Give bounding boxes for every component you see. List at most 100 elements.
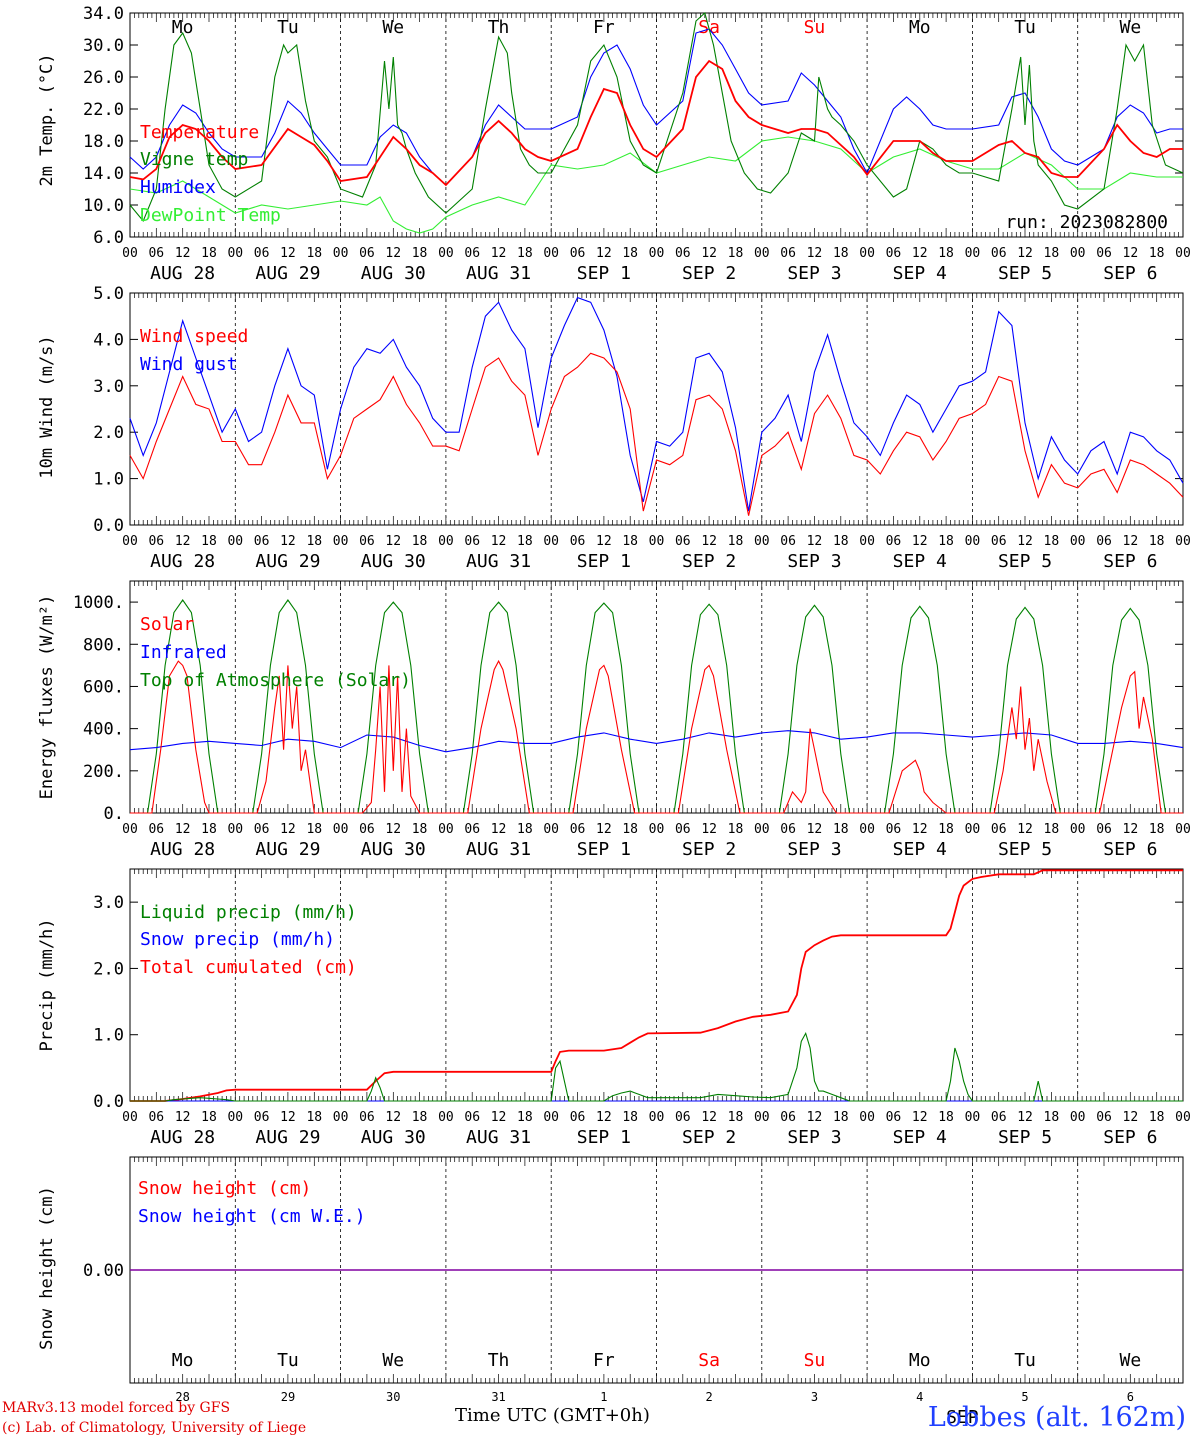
x-hour-label: 18 <box>517 534 533 549</box>
x-date-label: SEP 6 <box>1103 1127 1157 1148</box>
x-hour-label: 18 <box>1044 1110 1060 1125</box>
x-date-label: SEP 4 <box>893 263 947 284</box>
x-hour-label: 06 <box>1096 1110 1112 1125</box>
y-axis-label: Snow height (cm) <box>37 1186 57 1350</box>
x-hour-label: 18 <box>1149 246 1165 261</box>
x-hour-label: 00 <box>1175 246 1191 261</box>
y-tick-label: 1.0 <box>93 470 124 490</box>
x-hour-label: 18 <box>412 822 428 837</box>
x-date-label: AUG 30 <box>361 1127 426 1148</box>
x-hour-label: 18 <box>1044 534 1060 549</box>
x-hour-label: 06 <box>464 822 480 837</box>
x-hour-label: 00 <box>1070 1110 1086 1125</box>
x-date-label: SEP 2 <box>682 839 736 860</box>
x-hour-label: 00 <box>333 822 349 837</box>
weekday-label: Th <box>488 1350 510 1371</box>
day-number-label: 5 <box>1021 1390 1028 1404</box>
legend-entry: Temperature <box>140 122 259 143</box>
x-hour-label: 06 <box>254 1110 270 1125</box>
x-date-label: SEP 1 <box>577 551 631 572</box>
x-hour-label: 06 <box>570 822 586 837</box>
y-tick-label: 22.0 <box>83 100 124 120</box>
y-tick-label: 14.0 <box>83 164 124 184</box>
x-hour-label: 18 <box>938 534 954 549</box>
x-hour-label: 06 <box>464 246 480 261</box>
hour-ticks <box>129 1157 1184 1383</box>
x-hour-label: 00 <box>1175 534 1191 549</box>
x-hour-label: 06 <box>675 822 691 837</box>
x-date-label: SEP 4 <box>893 551 947 572</box>
x-hour-label: 06 <box>148 534 164 549</box>
weekday-label: Su <box>804 1350 826 1371</box>
weekday-label: Mo <box>172 17 194 38</box>
x-date-label: AUG 29 <box>255 263 320 284</box>
x-hour-label: 06 <box>570 534 586 549</box>
x-hour-label: 18 <box>517 1110 533 1125</box>
weekday-label: Mo <box>909 1350 931 1371</box>
x-hour-label: 06 <box>886 822 902 837</box>
x-hour-label: 18 <box>622 246 638 261</box>
day-number-label: 6 <box>1127 1390 1134 1404</box>
x-hour-label: 06 <box>148 1110 164 1125</box>
x-hour-label: 06 <box>254 822 270 837</box>
x-hour-label: 18 <box>938 1110 954 1125</box>
y-axis-label: 10m Wind (m/s) <box>37 335 57 478</box>
x-date-label: AUG 30 <box>361 551 426 572</box>
x-date-label: SEP 3 <box>787 839 841 860</box>
x-hour-label: 18 <box>412 246 428 261</box>
x-hour-label: 06 <box>1096 246 1112 261</box>
x-date-label: AUG 31 <box>466 263 531 284</box>
weekday-label: Sa <box>698 1350 720 1371</box>
x-hour-label: 00 <box>649 822 665 837</box>
x-hour-label: 00 <box>227 534 243 549</box>
series-line-temperature <box>129 59 1183 187</box>
weekday-label: Su <box>804 17 826 38</box>
x-hour-label: 00 <box>227 1110 243 1125</box>
y-tick-label: 6.0 <box>93 228 124 248</box>
x-date-label: AUG 28 <box>150 551 215 572</box>
weekday-label: Tu <box>1014 17 1036 38</box>
x-date-label: SEP 6 <box>1103 839 1157 860</box>
x-hour-label: 18 <box>938 246 954 261</box>
y-tick-label: 0.00 <box>83 1261 124 1281</box>
x-date-label: SEP 3 <box>787 1127 841 1148</box>
legend-entry: Snow precip (mm/h) <box>140 929 335 950</box>
x-hour-label: 12 <box>912 822 928 837</box>
time-axis-label: Time UTC (GMT+0h) <box>455 1405 650 1426</box>
x-hour-label: 00 <box>438 534 454 549</box>
legend-entry: Wind gust <box>140 354 238 375</box>
legend-entry: Liquid precip (mm/h) <box>140 902 357 923</box>
x-hour-label: 12 <box>596 1110 612 1125</box>
x-hour-label: 12 <box>807 246 823 261</box>
x-hour-label: 00 <box>122 822 138 837</box>
x-hour-label: 12 <box>701 246 717 261</box>
x-hour-label: 12 <box>1123 534 1139 549</box>
x-hour-label: 06 <box>991 822 1007 837</box>
weekday-label: Mo <box>909 17 931 38</box>
x-hour-label: 12 <box>912 534 928 549</box>
x-date-label: SEP 4 <box>893 1127 947 1148</box>
day-number-label: 4 <box>916 1390 923 1404</box>
weekday-label: We <box>1120 17 1142 38</box>
x-hour-label: 12 <box>1017 1110 1033 1125</box>
x-date-label: SEP 4 <box>893 839 947 860</box>
y-axis-label: Energy fluxes (W/m²) <box>37 595 57 800</box>
x-hour-label: 00 <box>543 246 559 261</box>
x-hour-label: 12 <box>491 534 507 549</box>
x-hour-label: 18 <box>728 822 744 837</box>
x-hour-label: 00 <box>543 1110 559 1125</box>
run-label: run: 2023082800 <box>1005 212 1168 233</box>
weekday-label: We <box>1120 1350 1142 1371</box>
legend-entry: Snow height (cm W.E.) <box>138 1206 366 1227</box>
day-number-label: 29 <box>281 1390 295 1404</box>
x-date-label: AUG 31 <box>466 551 531 572</box>
day-number-label: 30 <box>386 1390 400 1404</box>
x-hour-label: 12 <box>596 822 612 837</box>
x-hour-label: 12 <box>280 246 296 261</box>
x-date-label: SEP 2 <box>682 551 736 572</box>
x-hour-label: 06 <box>675 246 691 261</box>
x-hour-label: 18 <box>938 822 954 837</box>
x-date-label: SEP 1 <box>577 263 631 284</box>
x-hour-label: 00 <box>333 246 349 261</box>
y-tick-label: 2.0 <box>93 959 124 979</box>
